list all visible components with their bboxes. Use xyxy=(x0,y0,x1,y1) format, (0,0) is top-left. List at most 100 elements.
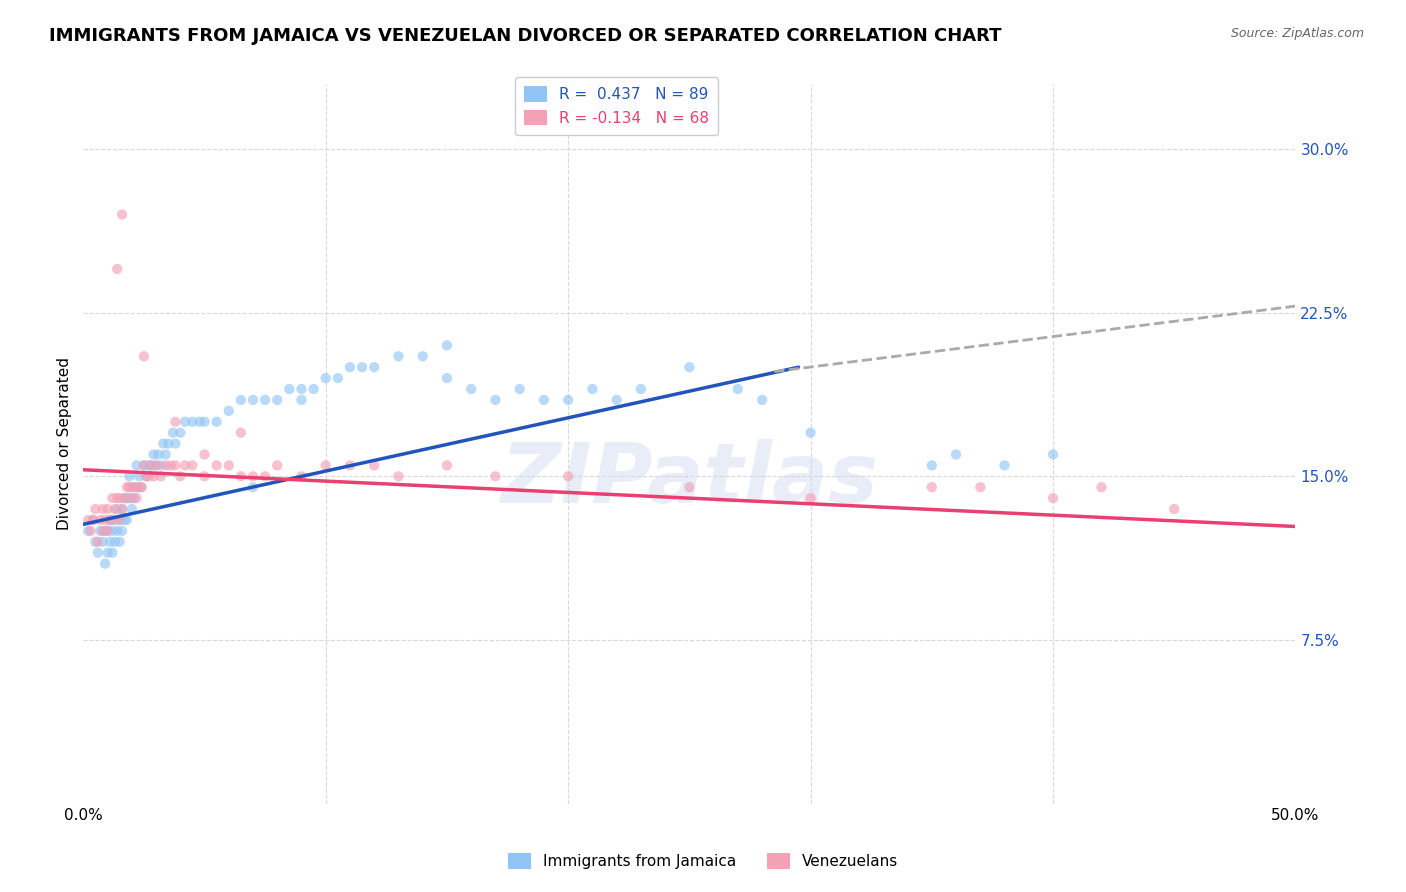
Point xyxy=(254,469,277,483)
Point xyxy=(290,392,312,407)
Point xyxy=(181,415,204,429)
Point xyxy=(266,392,288,407)
Point xyxy=(94,513,117,527)
Point xyxy=(149,458,172,473)
Point xyxy=(121,491,143,505)
Point xyxy=(89,513,111,527)
Point xyxy=(387,349,409,363)
Point xyxy=(105,502,128,516)
Point xyxy=(101,513,124,527)
Point xyxy=(108,513,131,527)
Point xyxy=(678,360,700,375)
Point xyxy=(205,415,228,429)
Point xyxy=(114,513,136,527)
Point xyxy=(108,491,131,505)
Point xyxy=(1042,491,1064,505)
Point xyxy=(125,458,148,473)
Point xyxy=(159,458,181,473)
Point xyxy=(131,480,153,494)
Point xyxy=(149,469,172,483)
Point xyxy=(111,207,134,221)
Point xyxy=(138,469,160,483)
Point xyxy=(242,480,264,494)
Point xyxy=(606,392,628,407)
Point xyxy=(125,491,148,505)
Point xyxy=(509,382,531,396)
Point xyxy=(82,513,104,527)
Point xyxy=(1042,448,1064,462)
Point xyxy=(557,469,579,483)
Point xyxy=(104,534,127,549)
Point xyxy=(229,425,252,440)
Point xyxy=(108,534,131,549)
Point xyxy=(91,534,114,549)
Point xyxy=(132,458,155,473)
Point xyxy=(91,502,114,516)
Point xyxy=(315,458,337,473)
Text: Source: ZipAtlas.com: Source: ZipAtlas.com xyxy=(1230,27,1364,40)
Point xyxy=(326,371,349,385)
Point xyxy=(111,502,134,516)
Point xyxy=(148,448,170,462)
Point xyxy=(412,349,434,363)
Point xyxy=(188,415,211,429)
Point xyxy=(108,513,131,527)
Point xyxy=(557,392,579,407)
Point xyxy=(94,524,117,538)
Point xyxy=(630,382,652,396)
Point xyxy=(339,360,361,375)
Point xyxy=(82,513,104,527)
Point xyxy=(96,524,118,538)
Point xyxy=(969,480,991,494)
Point xyxy=(132,458,155,473)
Point xyxy=(141,458,163,473)
Point xyxy=(254,392,277,407)
Point xyxy=(101,524,124,538)
Point xyxy=(87,534,110,549)
Point xyxy=(181,458,204,473)
Point xyxy=(387,469,409,483)
Point xyxy=(122,491,145,505)
Point xyxy=(87,546,110,560)
Point xyxy=(315,371,337,385)
Point xyxy=(115,480,138,494)
Point xyxy=(142,448,165,462)
Point xyxy=(162,425,184,440)
Point xyxy=(945,448,967,462)
Point xyxy=(96,502,118,516)
Point xyxy=(218,458,240,473)
Point xyxy=(165,415,187,429)
Point xyxy=(800,491,823,505)
Point xyxy=(155,458,177,473)
Point xyxy=(363,458,385,473)
Point xyxy=(921,458,943,473)
Point xyxy=(174,415,197,429)
Point xyxy=(142,469,165,483)
Point xyxy=(229,469,252,483)
Y-axis label: Divorced or Separated: Divorced or Separated xyxy=(58,357,72,530)
Point xyxy=(352,360,374,375)
Point xyxy=(193,415,215,429)
Point xyxy=(121,480,143,494)
Point xyxy=(193,448,215,462)
Point xyxy=(581,382,603,396)
Point xyxy=(921,480,943,494)
Point xyxy=(169,425,191,440)
Legend: Immigrants from Jamaica, Venezuelans: Immigrants from Jamaica, Venezuelans xyxy=(502,847,904,875)
Point xyxy=(96,524,118,538)
Point xyxy=(131,480,153,494)
Point xyxy=(1163,502,1185,516)
Point xyxy=(266,458,288,473)
Point xyxy=(152,436,174,450)
Point xyxy=(460,382,482,396)
Point xyxy=(104,502,127,516)
Point xyxy=(118,480,141,494)
Point xyxy=(98,513,121,527)
Point xyxy=(678,480,700,494)
Point xyxy=(135,469,157,483)
Point xyxy=(98,513,121,527)
Point xyxy=(84,534,107,549)
Point xyxy=(128,469,150,483)
Point xyxy=(165,458,187,473)
Point xyxy=(122,480,145,494)
